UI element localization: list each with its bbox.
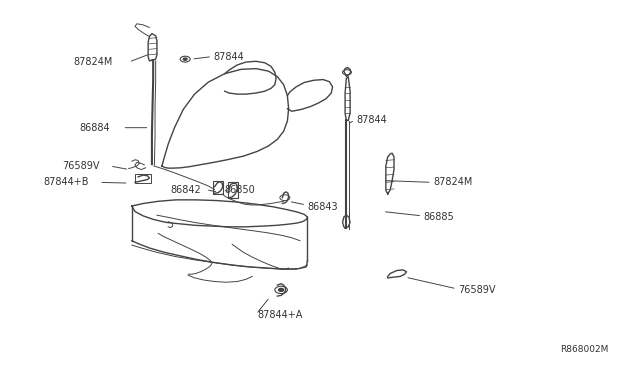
Text: 87844: 87844: [213, 52, 244, 62]
Text: R868002M: R868002M: [560, 345, 609, 354]
Circle shape: [183, 58, 187, 60]
Text: 87844+A: 87844+A: [257, 310, 303, 320]
Text: 87844+B: 87844+B: [44, 177, 89, 187]
Text: 86884: 86884: [79, 123, 110, 133]
Text: 76589V: 76589V: [458, 285, 495, 295]
Text: 76589V: 76589V: [61, 161, 99, 171]
Text: 86842: 86842: [170, 185, 201, 195]
Text: 87844: 87844: [356, 115, 387, 125]
Text: 86850: 86850: [225, 185, 255, 195]
Text: 86843: 86843: [307, 202, 338, 212]
Text: 86885: 86885: [424, 212, 454, 222]
Text: 87824M: 87824M: [74, 57, 113, 67]
Circle shape: [278, 288, 284, 291]
Text: 87824M: 87824M: [433, 177, 472, 187]
